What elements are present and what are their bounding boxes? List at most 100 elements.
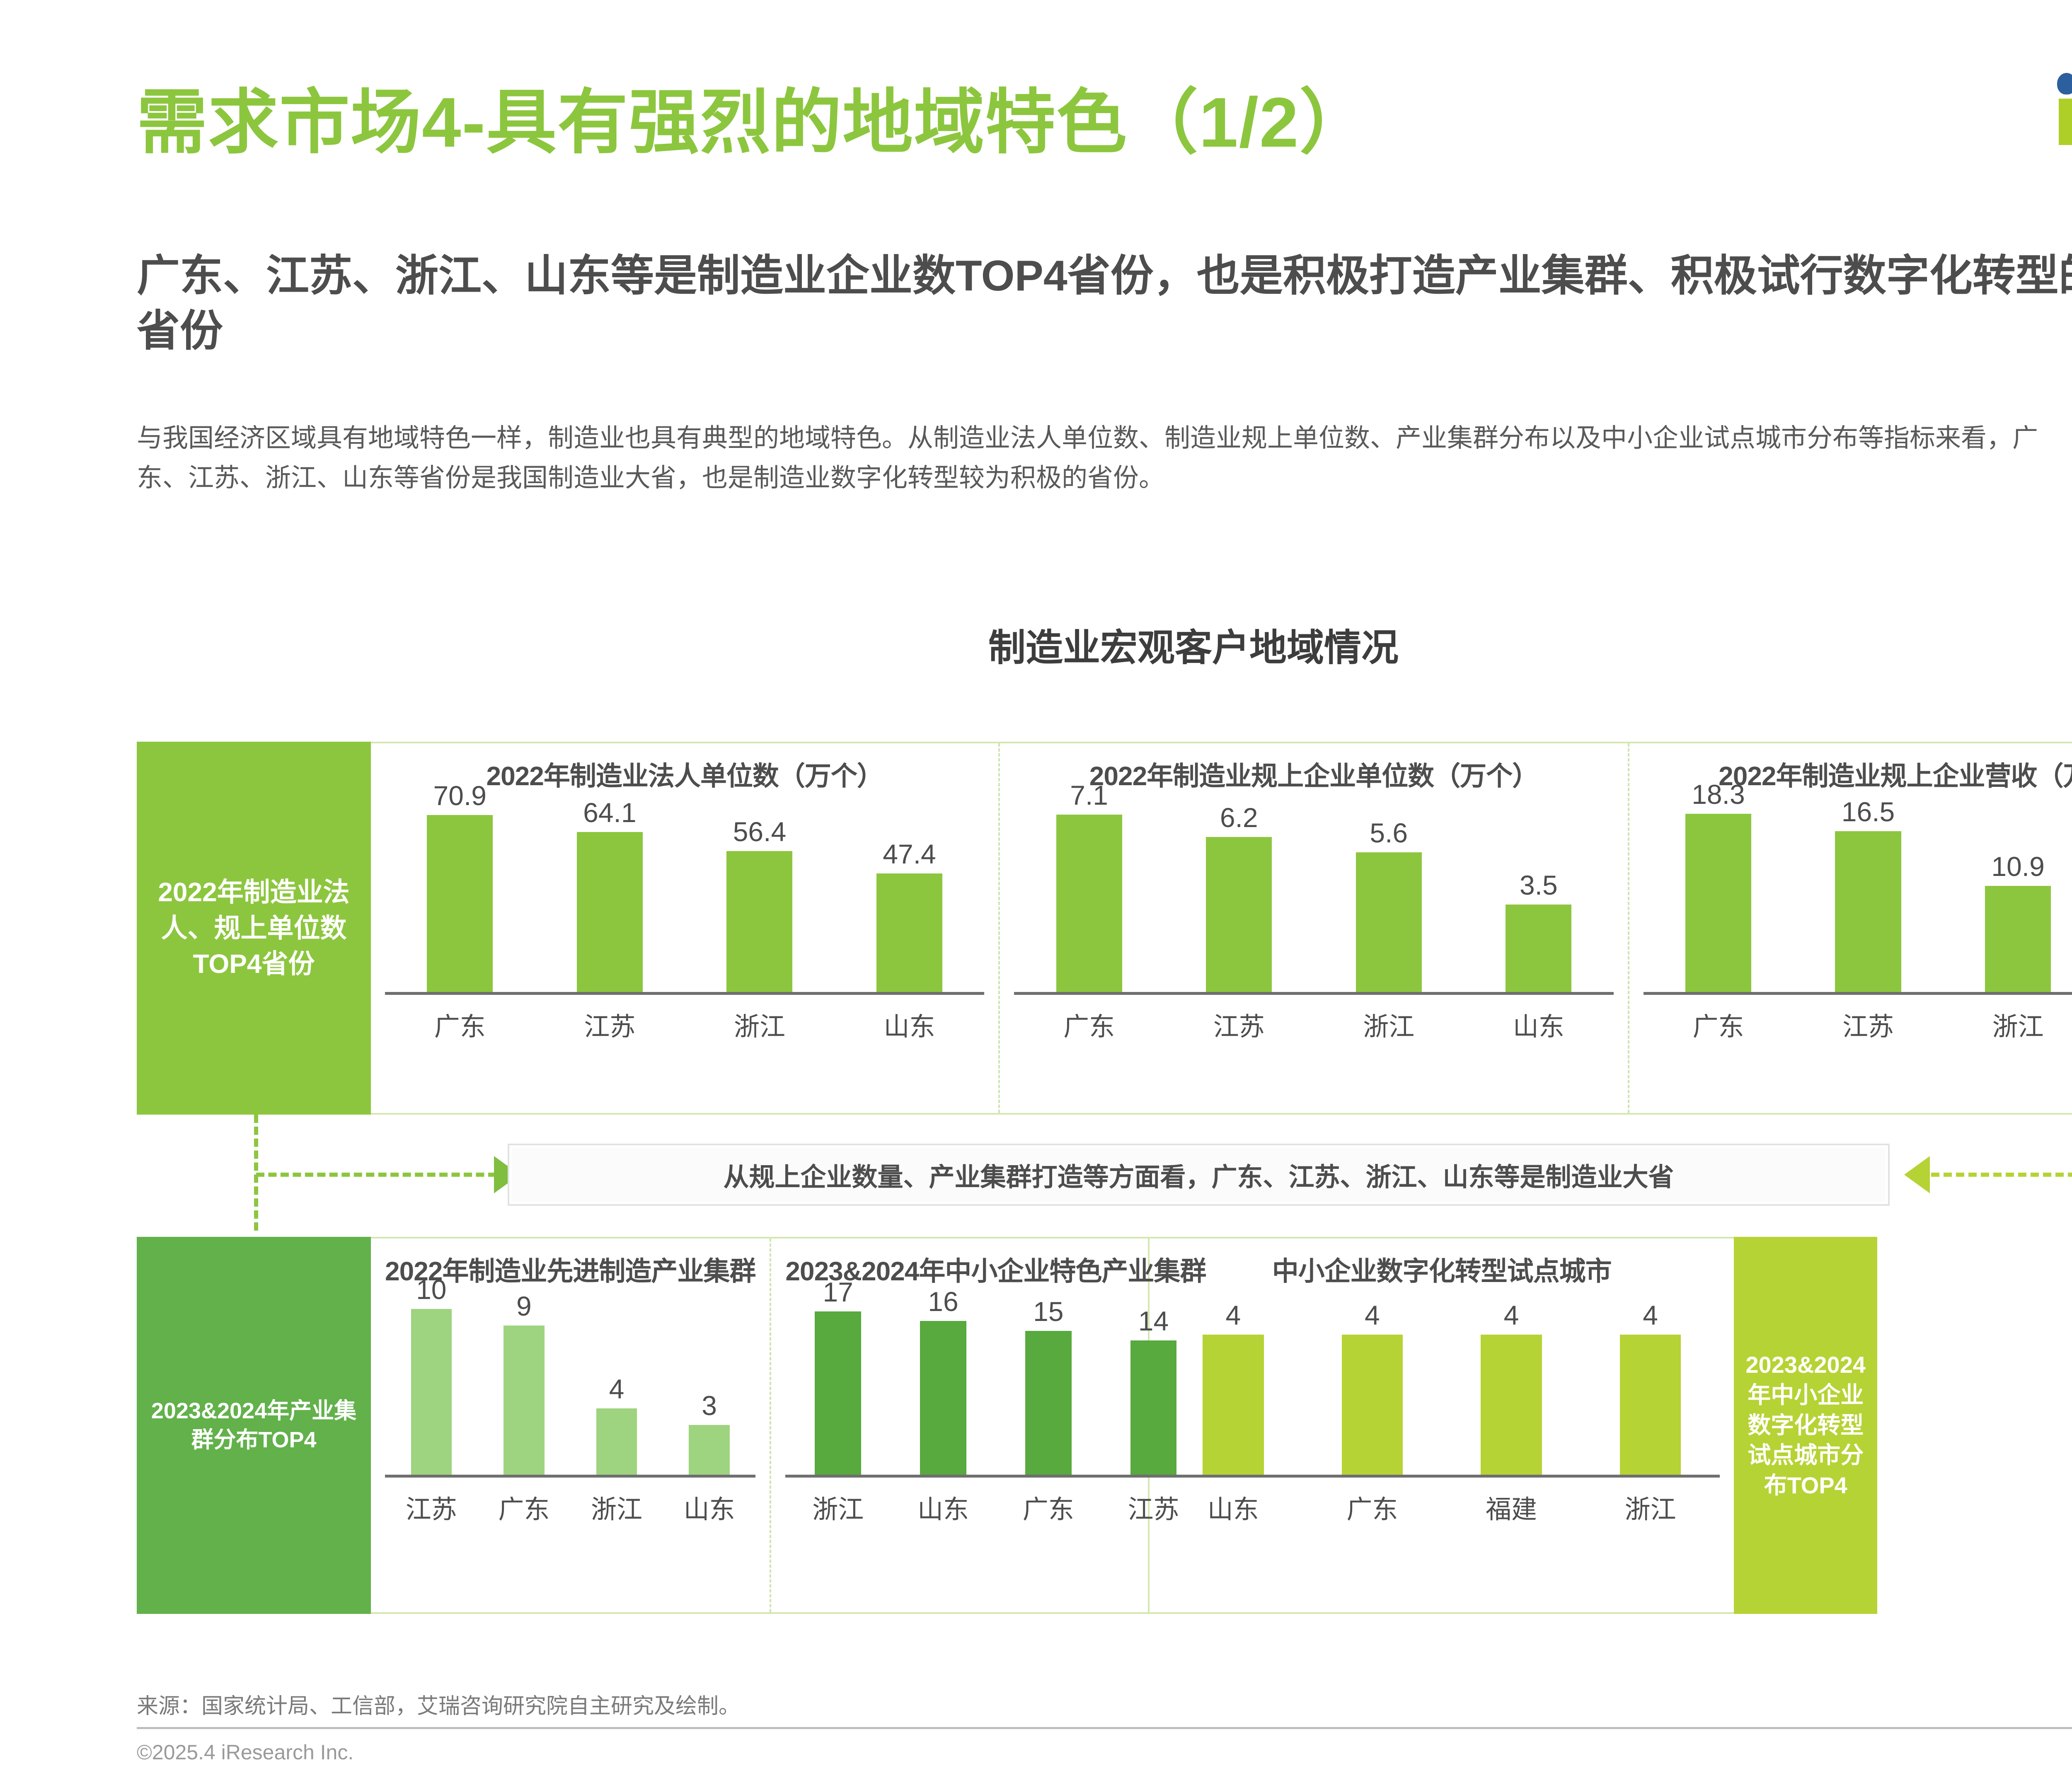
bar-value-label: 9 (516, 1291, 532, 1321)
bar-column: 4 (1164, 1301, 1303, 1475)
category-label: 广东 (434, 1013, 486, 1041)
chart-panel-faren: 2022年制造业法人单位数（万个） 70.9 64.1 56.4 47.4 广东 江苏 浙… (371, 743, 998, 1113)
page-title: 需求市场4-具有强烈的地域特色（1/2） (137, 83, 1371, 162)
chart-title-yingshou: 2022年制造业规上企业营收（万亿元） (1719, 761, 2072, 791)
categories-guishang: 广东 江苏 浙江 山东 (1014, 1006, 1613, 1043)
bar-value-label: 56.4 (733, 816, 787, 847)
bar-value-label: 3.5 (1519, 870, 1558, 900)
bar-value-label: 17 (823, 1277, 853, 1307)
bar-column: 9 (478, 1292, 571, 1475)
bar-column: 15 (996, 1298, 1101, 1475)
bar-column: 18.3 (1644, 781, 1794, 992)
bar-value-label: 4 (1643, 1300, 1658, 1330)
chart-xianjin: 10 9 4 3 江苏 广东 浙江 山东 (385, 1276, 756, 1526)
bar-value-label: 7.1 (1070, 780, 1108, 810)
lead-paragraph: 广东、江苏、浙江、山东等是制造业企业数TOP4省份，也是积极打造产业集群、积极试… (137, 252, 2072, 356)
category-label: 广东 (498, 1495, 550, 1524)
chart-tese: 17 16 15 14 浙江 山东 广东 江苏 (785, 1278, 1206, 1526)
bar (1985, 886, 2051, 992)
bar (1685, 814, 1751, 992)
bar-value-label: 6.2 (1220, 802, 1258, 833)
insight-banner-text: 从规上企业数量、产业集群打造等方面看，广东、江苏、浙江、山东等是制造业大省 (723, 1163, 1674, 1192)
category-label: 浙江 (812, 1495, 864, 1524)
chart-panel-guishang: 2022年制造业规上企业单位数（万个） 7.1 6.2 5.6 3.5 广东 江苏 浙江 山… (998, 743, 1627, 1113)
category-label: 福建 (1485, 1495, 1537, 1524)
bar-column: 64.1 (535, 799, 685, 992)
bar-value-label: 5.6 (1370, 818, 1408, 848)
chart-title-guishang: 2022年制造业规上企业单位数（万个） (1089, 761, 1539, 791)
bar (1341, 1335, 1403, 1475)
categories-faren: 广东 江苏 浙江 山东 (385, 1006, 984, 1043)
bar-value-label: 64.1 (583, 797, 637, 828)
bar-column: 3.5 (1464, 871, 1614, 992)
bar-column: 10 (385, 1276, 478, 1475)
category-label: 山东 (683, 1495, 735, 1524)
bar-value-label: 70.9 (433, 780, 487, 811)
bar-column: 56.4 (685, 818, 835, 992)
bar (596, 1408, 637, 1475)
chart-title-xianjin: 2022年制造业先进制造产业集群 (385, 1256, 756, 1286)
bars-yingshou: 18.316.510.910.9 (1643, 781, 2072, 995)
category-label: 广东 (1346, 1495, 1398, 1524)
category-label: 浙江 (591, 1495, 642, 1524)
bar (1025, 1331, 1072, 1475)
bar-value-label: 10 (416, 1274, 447, 1305)
bottom-left-group: 2023&2024年产业集群分布TOP4 2022年制造业先进制造产业集群 10… (137, 1237, 1222, 1614)
bar-column: 17 (785, 1278, 891, 1475)
categories-xianjin: 江苏 广东 浙江 山东 (385, 1488, 755, 1526)
category-label: 江苏 (584, 1013, 636, 1041)
category-label: 广东 (1022, 1495, 1074, 1524)
category-label: 江苏 (1842, 1013, 1894, 1041)
bar (726, 851, 793, 992)
categories-tese: 浙江 山东 广东 江苏 (785, 1488, 1206, 1526)
bottom-right-group: 中小企业数字化转型试点城市 4 4 4 4 山东 广东 福建 浙江 2023&2024年中小… (1148, 1237, 1877, 1614)
bar-value-label: 3 (702, 1390, 717, 1421)
chart-panel-yingshou: 2022年制造业规上企业营收（万亿元） 18.316.510.910.9 广东 江… (1627, 743, 2072, 1113)
category-label: 浙江 (733, 1013, 785, 1041)
bar (1356, 852, 1422, 992)
bottom-left-panels: 2022年制造业先进制造产业集群 10 9 4 3 江苏 广东 浙江 山东 2023&202… (371, 1237, 1222, 1614)
bar-column: 4 (1303, 1301, 1442, 1475)
bar (876, 873, 943, 992)
bar-column: 16 (891, 1288, 996, 1475)
bar (1130, 1340, 1177, 1475)
bottom-right-side-label: 2023&2024年中小企业数字化转型试点城市分布TOP4 (1734, 1237, 1877, 1614)
bar-value-label: 10.9 (1991, 851, 2045, 882)
logo-i-stem-icon (2059, 99, 2072, 145)
logo-mark: Research (2051, 58, 2072, 147)
bar-column: 4 (570, 1375, 663, 1475)
bar-value-label: 15 (1033, 1296, 1064, 1327)
connector-right-horizontal (1931, 1173, 2072, 1177)
bar (1506, 905, 1572, 992)
bottom-left-side-label: 2023&2024年产业集群分布TOP4 (137, 1237, 371, 1614)
bar (1835, 831, 1901, 992)
bar (1619, 1335, 1681, 1475)
category-label: 浙江 (1992, 1013, 2044, 1041)
bar (1206, 837, 1272, 992)
bar-column: 3 (663, 1392, 756, 1475)
bar-column: 10.9 (1943, 853, 2072, 992)
bars-shidian: 4 4 4 4 (1164, 1292, 1720, 1478)
chart-panel-xianjin: 2022年制造业先进制造产业集群 10 9 4 3 江苏 广东 浙江 山东 (371, 1238, 770, 1612)
bars-guishang: 7.1 6.2 5.6 3.5 (1014, 781, 1614, 995)
category-label: 广东 (1063, 1013, 1115, 1041)
source-note: 来源：国家统计局、工信部，艾瑞咨询研究院自主研究及绘制。 (137, 1694, 741, 1718)
bar (689, 1425, 730, 1475)
bar (1056, 815, 1122, 992)
bar (920, 1321, 966, 1475)
category-label: 广东 (1692, 1013, 1744, 1041)
bar-value-label: 4 (1225, 1300, 1241, 1330)
bar-value-label: 47.4 (883, 839, 936, 869)
logo-i-dot-icon (2057, 73, 2072, 94)
bars-tese: 17 16 15 14 (785, 1278, 1206, 1478)
bar-value-label: 4 (1365, 1300, 1380, 1330)
bar-column: 6.2 (1164, 804, 1314, 992)
top-row-side-label: 2022年制造业法人、规上单位数TOP4省份 (137, 742, 371, 1115)
bar-value-label: 18.3 (1692, 779, 1745, 810)
bar-column: 47.4 (835, 840, 985, 992)
bar-value-label: 4 (609, 1374, 625, 1404)
section-title: 制造业宏观客户地域情况 (988, 627, 1399, 669)
